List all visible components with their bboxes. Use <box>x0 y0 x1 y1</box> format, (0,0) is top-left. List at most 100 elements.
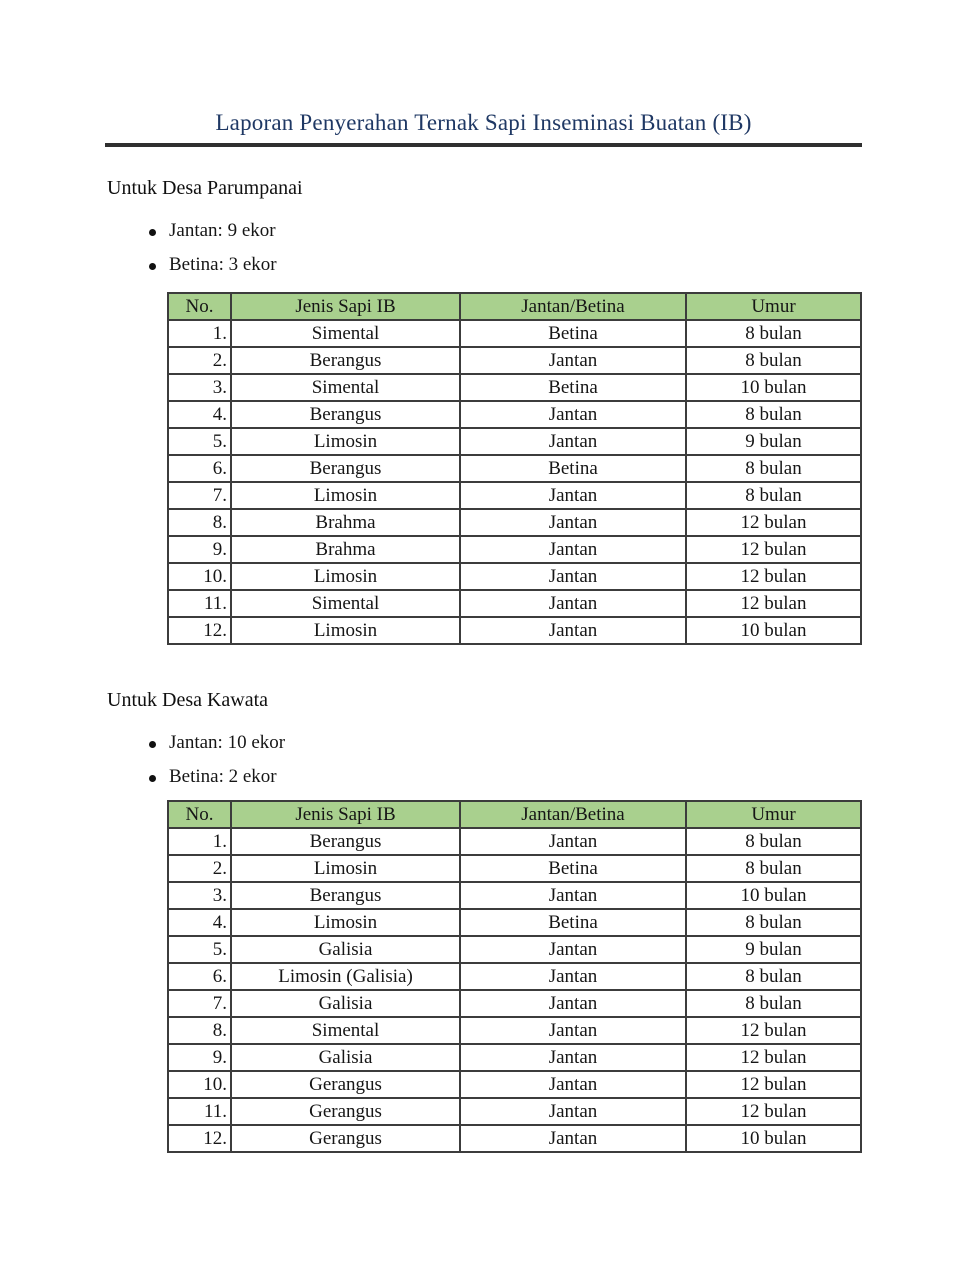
jantan-betina-cell: Jantan <box>459 481 687 510</box>
row-number-cell: 9. <box>167 535 232 564</box>
jenis-sapi-cell: Berangus <box>230 400 461 429</box>
row-number-cell: 2. <box>167 346 232 375</box>
jantan-betina-cell: Betina <box>459 373 687 402</box>
jenis-sapi-cell: Simental <box>230 319 461 348</box>
jantan-betina-cell: Betina <box>459 908 687 937</box>
column-header: Jenis Sapi IB <box>230 292 461 321</box>
row-number-cell: 5. <box>167 427 232 456</box>
row-number-cell: 6. <box>167 454 232 483</box>
count-bullet: Betina: 2 ekor <box>149 766 862 788</box>
jantan-betina-cell: Jantan <box>459 427 687 456</box>
table-row: 7. Galisia Jantan 8 bulan <box>167 989 862 1018</box>
village-section: Untuk Desa Parumpanai Jantan: 9 ekor Betin… <box>105 177 862 645</box>
jantan-betina-cell: Jantan <box>459 1043 687 1072</box>
umur-cell: 12 bulan <box>685 1016 862 1045</box>
row-number-cell: 2. <box>167 854 232 883</box>
row-number-cell: 10. <box>167 562 232 591</box>
table-row: 11. Simental Jantan 12 bulan <box>167 589 862 618</box>
umur-cell: 10 bulan <box>685 881 862 910</box>
jantan-betina-cell: Jantan <box>459 535 687 564</box>
row-number-cell: 12. <box>167 616 232 645</box>
jantan-betina-cell: Betina <box>459 454 687 483</box>
column-header: Jantan/Betina <box>459 800 687 829</box>
table-row: 10. Gerangus Jantan 12 bulan <box>167 1070 862 1099</box>
row-number-cell: 1. <box>167 319 232 348</box>
jenis-sapi-cell: Gerangus <box>230 1097 461 1126</box>
umur-cell: 12 bulan <box>685 535 862 564</box>
umur-cell: 8 bulan <box>685 962 862 991</box>
jantan-betina-cell: Jantan <box>459 962 687 991</box>
section-heading: Untuk Desa Parumpanai <box>107 177 303 199</box>
row-number-cell: 6. <box>167 962 232 991</box>
jenis-sapi-cell: Berangus <box>230 346 461 375</box>
table-row: 3. Berangus Jantan 10 bulan <box>167 881 862 910</box>
jantan-betina-cell: Jantan <box>459 881 687 910</box>
umur-cell: 8 bulan <box>685 854 862 883</box>
document-title: Laporan Penyerahan Ternak Sapi Inseminas… <box>215 110 752 135</box>
jenis-sapi-cell: Gerangus <box>230 1070 461 1099</box>
jantan-betina-cell: Jantan <box>459 562 687 591</box>
jantan-betina-cell: Jantan <box>459 1097 687 1126</box>
table-row: 2. Limosin Betina 8 bulan <box>167 854 862 883</box>
section-heading: Untuk Desa Kawata <box>107 689 269 711</box>
jenis-sapi-cell: Galisia <box>230 935 461 964</box>
count-bullet: Jantan: 9 ekor <box>149 220 862 242</box>
jantan-betina-cell: Jantan <box>459 400 687 429</box>
table-row: 9. Brahma Jantan 12 bulan <box>167 535 862 564</box>
row-number-cell: 7. <box>167 989 232 1018</box>
livestock-table: No. Jenis Sapi IB Jantan/Betina Umur 1. Simen… <box>167 292 862 645</box>
row-number-cell: 3. <box>167 881 232 910</box>
jantan-betina-cell: Jantan <box>459 1124 687 1153</box>
jenis-sapi-cell: Limosin <box>230 854 461 883</box>
row-number-cell: 1. <box>167 827 232 856</box>
table-row: 9. Galisia Jantan 12 bulan <box>167 1043 862 1072</box>
jantan-betina-cell: Betina <box>459 319 687 348</box>
row-number-cell: 5. <box>167 935 232 964</box>
table-row: 5. Galisia Jantan 9 bulan <box>167 935 862 964</box>
jenis-sapi-cell: Berangus <box>230 454 461 483</box>
umur-cell: 8 bulan <box>685 319 862 348</box>
table-header-row: No. Jenis Sapi IB Jantan/Betina Umur <box>167 800 862 829</box>
table-row: 1. Berangus Jantan 8 bulan <box>167 827 862 856</box>
umur-cell: 12 bulan <box>685 562 862 591</box>
table-header-row: No. Jenis Sapi IB Jantan/Betina Umur <box>167 292 862 321</box>
row-number-cell: 3. <box>167 373 232 402</box>
row-number-cell: 8. <box>167 1016 232 1045</box>
bullet-list: Jantan: 9 ekor Betina: 3 ekor <box>105 220 862 276</box>
jenis-sapi-cell: Galisia <box>230 1043 461 1072</box>
row-number-cell: 12. <box>167 1124 232 1153</box>
table-row: 3. Simental Betina 10 bulan <box>167 373 862 402</box>
umur-cell: 10 bulan <box>685 373 862 402</box>
jenis-sapi-cell: Limosin <box>230 616 461 645</box>
count-bullet: Betina: 3 ekor <box>149 254 862 276</box>
jantan-betina-cell: Jantan <box>459 989 687 1018</box>
table-row: 2. Berangus Jantan 8 bulan <box>167 346 862 375</box>
village-section: Untuk Desa Kawata Jantan: 10 ekor Betina: … <box>105 689 862 1153</box>
column-header: No. <box>167 292 232 321</box>
jantan-betina-cell: Jantan <box>459 508 687 537</box>
row-number-cell: 7. <box>167 481 232 510</box>
row-number-cell: 11. <box>167 1097 232 1126</box>
row-number-cell: 9. <box>167 1043 232 1072</box>
jenis-sapi-cell: Berangus <box>230 827 461 856</box>
jenis-sapi-cell: Simental <box>230 589 461 618</box>
bullet-list: Jantan: 10 ekor Betina: 2 ekor <box>105 732 862 788</box>
umur-cell: 8 bulan <box>685 827 862 856</box>
umur-cell: 12 bulan <box>685 1070 862 1099</box>
umur-cell: 8 bulan <box>685 908 862 937</box>
jenis-sapi-cell: Limosin <box>230 427 461 456</box>
umur-cell: 12 bulan <box>685 508 862 537</box>
row-number-cell: 11. <box>167 589 232 618</box>
umur-cell: 9 bulan <box>685 935 862 964</box>
jenis-sapi-cell: Brahma <box>230 508 461 537</box>
umur-cell: 10 bulan <box>685 616 862 645</box>
row-number-cell: 4. <box>167 400 232 429</box>
umur-cell: 10 bulan <box>685 1124 862 1153</box>
column-header: No. <box>167 800 232 829</box>
column-header: Jantan/Betina <box>459 292 687 321</box>
umur-cell: 8 bulan <box>685 454 862 483</box>
table-row: 12. Limosin Jantan 10 bulan <box>167 616 862 645</box>
jenis-sapi-cell: Brahma <box>230 535 461 564</box>
jantan-betina-cell: Betina <box>459 854 687 883</box>
jantan-betina-cell: Jantan <box>459 935 687 964</box>
